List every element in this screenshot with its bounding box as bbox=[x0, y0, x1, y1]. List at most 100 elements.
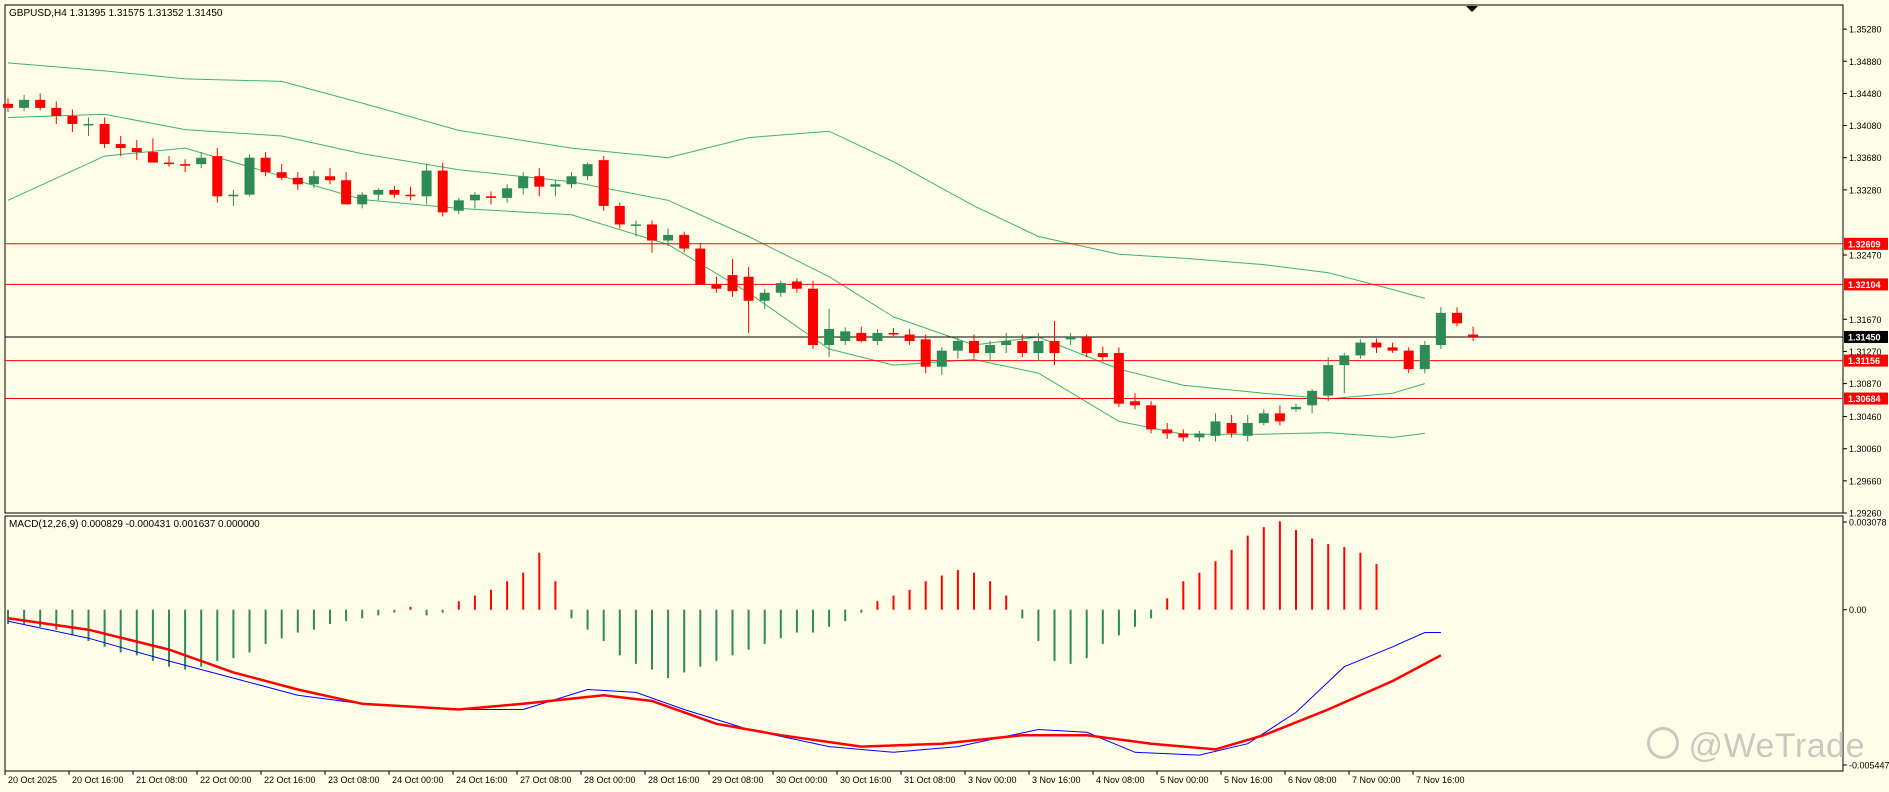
candle-body bbox=[808, 288, 818, 346]
candle-body bbox=[1049, 340, 1060, 354]
candle-body bbox=[196, 157, 207, 165]
watermark-text: @WeTrade bbox=[1688, 727, 1865, 765]
candle-body bbox=[1291, 406, 1301, 410]
level-price-label: 1.32609 bbox=[1848, 239, 1881, 249]
candle-body bbox=[534, 176, 545, 187]
candle-body bbox=[711, 284, 722, 289]
time-tick-label: 7 Nov 16:00 bbox=[1416, 775, 1465, 785]
price-panel-frame bbox=[4, 4, 1844, 514]
candle-body bbox=[341, 180, 352, 205]
candle-body bbox=[1065, 336, 1076, 340]
candle-body bbox=[840, 331, 851, 341]
time-tick-label: 22 Oct 16:00 bbox=[264, 775, 316, 785]
candle-body bbox=[437, 170, 448, 213]
candle-body bbox=[952, 340, 963, 351]
candle-body bbox=[389, 189, 400, 195]
candle-body bbox=[131, 148, 142, 153]
candle-body bbox=[1323, 365, 1334, 396]
candle-body bbox=[1371, 342, 1382, 348]
level-price-label: 1.30684 bbox=[1848, 394, 1881, 404]
candle-body bbox=[663, 234, 674, 241]
time-tick-label: 20 Oct 2025 bbox=[8, 775, 57, 785]
time-axis: 20 Oct 2025 20 Oct 16:00 21 Oct 08:00 22 Oc… bbox=[4, 771, 1465, 785]
candle-body bbox=[180, 164, 191, 166]
candle-body bbox=[936, 350, 947, 367]
candle-body bbox=[1242, 422, 1253, 436]
price-tick-label: 1.30060 bbox=[1849, 444, 1882, 454]
price-tick-label: 1.29260 bbox=[1849, 509, 1882, 519]
candle-body bbox=[276, 172, 287, 178]
candle-body bbox=[888, 332, 899, 335]
level-price-label-bg bbox=[1844, 237, 1888, 250]
candle-body bbox=[518, 176, 529, 189]
time-tick-label: 5 Nov 00:00 bbox=[1160, 775, 1209, 785]
candle-body bbox=[1274, 413, 1285, 422]
time-tick-label: 21 Oct 08:00 bbox=[136, 775, 188, 785]
candle-body bbox=[791, 281, 802, 289]
time-tick-label: 28 Oct 16:00 bbox=[648, 775, 700, 785]
candle-body bbox=[1307, 390, 1318, 406]
candle-body bbox=[1033, 340, 1044, 354]
time-tick-label: 6 Nov 08:00 bbox=[1288, 775, 1337, 785]
candle-body bbox=[1468, 334, 1479, 337]
macd-indicator bbox=[7, 521, 1442, 756]
macd-panel-frame bbox=[4, 515, 1844, 772]
time-tick-label: 28 Oct 00:00 bbox=[584, 775, 636, 785]
candle-body bbox=[228, 194, 239, 197]
candle-body bbox=[147, 152, 158, 163]
macd-panel: 0.003078 0.00 -0.005447 MACD(12,26,9) 0.00… bbox=[4, 515, 1889, 772]
symbol-header: GBPUSD,H4 1.31395 1.31575 1.31352 1.3145… bbox=[9, 8, 223, 19]
candle-body bbox=[1162, 429, 1173, 434]
candle-body bbox=[260, 157, 271, 173]
candle-body bbox=[3, 103, 13, 108]
watermark: @WeTrade bbox=[1646, 727, 1865, 766]
candle-body bbox=[1146, 405, 1157, 430]
candle-body bbox=[1226, 422, 1237, 434]
price-tick-label: 1.33280 bbox=[1849, 185, 1882, 195]
candle-body bbox=[1403, 350, 1414, 370]
candle-body bbox=[83, 123, 94, 126]
candle-body bbox=[1258, 413, 1269, 423]
candle-body bbox=[421, 170, 432, 197]
current-price-label-bg bbox=[1844, 330, 1888, 343]
level-price-label-bg bbox=[1844, 354, 1888, 367]
candle-body bbox=[164, 162, 174, 165]
price-tick-label: 1.32470 bbox=[1849, 250, 1882, 260]
time-tick-label: 23 Oct 08:00 bbox=[328, 775, 380, 785]
candle-body bbox=[920, 339, 931, 367]
candle-body bbox=[373, 189, 384, 195]
candle-body bbox=[582, 164, 593, 177]
candle-body bbox=[1130, 401, 1140, 406]
candle-body bbox=[679, 234, 690, 249]
candle-body bbox=[453, 200, 464, 211]
price-axis: 1.35280 1.34880 1.34480 1.34080 1.33680 1.332… bbox=[1843, 25, 1888, 519]
price-tick-label: 1.33680 bbox=[1849, 153, 1882, 163]
candle-body bbox=[35, 99, 46, 108]
candle-body bbox=[775, 283, 786, 293]
candle-body bbox=[1001, 340, 1012, 346]
price-panel: 1.35280 1.34880 1.34480 1.34080 1.33680 1.332… bbox=[3, 4, 1888, 519]
candle-body bbox=[904, 334, 915, 341]
candle-body bbox=[727, 275, 738, 292]
level-price-label: 1.32104 bbox=[1848, 280, 1881, 290]
candle-body bbox=[743, 276, 754, 301]
horizontal-levels[interactable] bbox=[5, 243, 1843, 400]
candle-body bbox=[647, 224, 657, 241]
candle-body bbox=[1339, 355, 1350, 366]
candle-body bbox=[872, 332, 883, 341]
candle-body bbox=[99, 123, 110, 145]
time-tick-label: 29 Oct 08:00 bbox=[712, 775, 764, 785]
time-tick-label: 22 Oct 00:00 bbox=[200, 775, 252, 785]
time-tick-label: 5 Nov 16:00 bbox=[1224, 775, 1273, 785]
candle-body bbox=[614, 205, 625, 225]
price-tick-label: 1.29660 bbox=[1849, 476, 1882, 486]
candle-body bbox=[292, 177, 303, 185]
candle-body bbox=[695, 248, 706, 285]
candle-body bbox=[969, 340, 979, 354]
time-tick-label: 3 Nov 16:00 bbox=[1032, 775, 1081, 785]
candle-body bbox=[405, 194, 416, 197]
shift-marker-icon[interactable] bbox=[1466, 6, 1478, 12]
bollinger-bands bbox=[7, 62, 1425, 438]
price-tick-label: 1.30460 bbox=[1849, 412, 1882, 422]
